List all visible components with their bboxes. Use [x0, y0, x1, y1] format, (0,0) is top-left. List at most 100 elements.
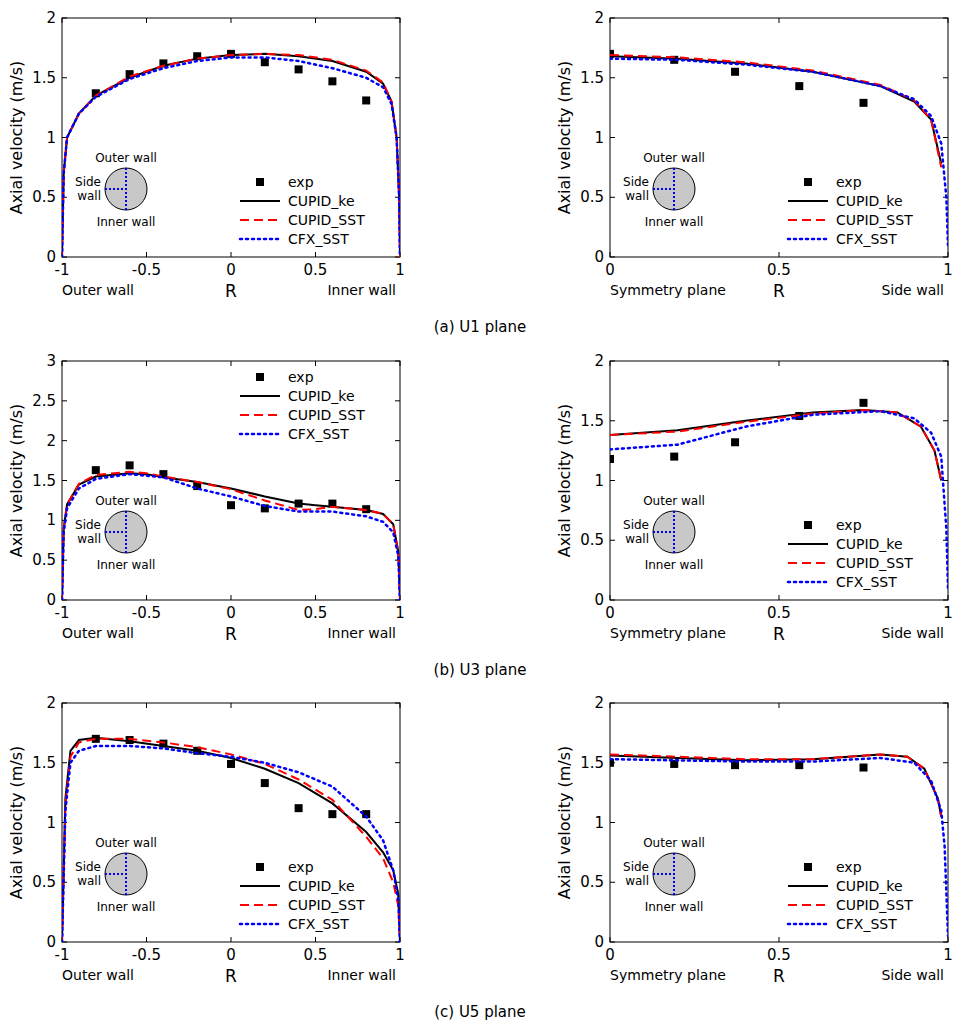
- exp-point: [328, 810, 336, 818]
- y-tick: [610, 420, 615, 421]
- legend-label: CUPID_ke: [288, 388, 355, 404]
- x-tick: [146, 18, 147, 23]
- y-tick: [610, 540, 615, 541]
- y-tick: [943, 762, 948, 763]
- legend-label: CFX_SST: [288, 426, 349, 442]
- legend-label: exp: [836, 859, 862, 875]
- y-axis-label: Axial velocity (m/s): [555, 746, 574, 900]
- y-tick-label: 1: [594, 472, 604, 490]
- y-tick-label: 2: [594, 352, 604, 370]
- y-tick-label: 0: [46, 591, 56, 609]
- legend-label: CUPID_SST: [836, 212, 913, 228]
- x-tick: [779, 252, 780, 257]
- y-tick: [610, 257, 615, 258]
- plot-data: [610, 399, 948, 588]
- x-tick-label: 0: [605, 604, 615, 622]
- x-tick: [948, 703, 949, 708]
- exp-point: [731, 438, 739, 446]
- legend-line: [788, 200, 828, 202]
- plot-frame: [610, 18, 948, 257]
- annotation: Inner wall: [327, 967, 396, 983]
- inset-label: Sidewall: [75, 860, 101, 888]
- plot-data: [610, 754, 948, 936]
- x-tick: [231, 937, 232, 942]
- x-tick-label: 0.5: [767, 604, 791, 622]
- y-tick: [943, 257, 948, 258]
- legend-line: [788, 904, 828, 906]
- inset: Outer wallSidewallInner wall: [623, 494, 705, 572]
- x-tick-label: -0.5: [132, 604, 161, 622]
- y-tick: [62, 703, 67, 704]
- inset: Outer wallSidewallInner wall: [623, 836, 705, 914]
- x-tick: [315, 252, 316, 257]
- x-tick-label: 1: [943, 946, 953, 964]
- inset-label: Inner wall: [97, 558, 156, 572]
- legend-label: CUPID_ke: [288, 878, 355, 894]
- plot-data: [62, 461, 400, 600]
- y-tick-label: 0: [594, 591, 604, 609]
- y-tick-label: 0: [594, 933, 604, 951]
- inset-line: [105, 873, 126, 875]
- x-tick: [610, 937, 611, 942]
- legend-label: CUPID_SST: [836, 897, 913, 913]
- legend-line: [788, 885, 828, 887]
- y-tick-label: 2: [46, 694, 56, 712]
- y-tick-label: 2: [46, 432, 56, 450]
- x-tick: [400, 18, 401, 23]
- legend-line: [788, 543, 828, 545]
- legend-marker: [804, 178, 812, 186]
- annotation: Inner wall: [327, 625, 396, 641]
- x-axis-label: R: [225, 624, 237, 644]
- annotation: Symmetry plane: [610, 282, 726, 298]
- x-tick-label: -0.5: [132, 261, 161, 279]
- x-tick: [610, 18, 611, 23]
- x-tick: [948, 252, 949, 257]
- x-tick: [231, 361, 232, 366]
- exp-point: [795, 82, 803, 90]
- plot-data: [62, 735, 400, 942]
- x-tick: [146, 252, 147, 257]
- series-line: [610, 59, 948, 245]
- figure: -1-0.500.5100.511.52Axial velocity (m/s)…: [0, 0, 979, 1025]
- x-tick: [610, 252, 611, 257]
- x-tick-label: 0: [605, 261, 615, 279]
- exp-point: [860, 399, 868, 407]
- plot-frame: [610, 703, 948, 942]
- x-axis-label: R: [773, 624, 785, 644]
- caption: (a) U1 plane: [434, 318, 527, 336]
- legend-line: [240, 433, 280, 436]
- y-tick-label: 0: [46, 248, 56, 266]
- y-tick-label: 3: [46, 352, 56, 370]
- x-tick: [779, 18, 780, 23]
- inset-label: Sidewall: [623, 860, 649, 888]
- caption: (c) U5 plane: [434, 1003, 526, 1021]
- legend-marker: [256, 863, 264, 871]
- y-tick-label: 0.5: [580, 873, 604, 891]
- series-line: [610, 758, 948, 936]
- series-line: [610, 56, 941, 164]
- x-tick: [779, 595, 780, 600]
- x-tick: [231, 703, 232, 708]
- y-tick: [943, 600, 948, 601]
- exp-point: [670, 453, 678, 461]
- annotation: Inner wall: [327, 282, 396, 298]
- x-tick: [610, 595, 611, 600]
- annotation: Symmetry plane: [610, 625, 726, 641]
- legend: expCUPID_keCUPID_SSTCFX_SST: [788, 517, 913, 590]
- exp-point: [295, 804, 303, 812]
- inset-circle: [653, 853, 695, 895]
- y-tick-label: 1.5: [580, 69, 604, 87]
- legend-label: exp: [288, 859, 314, 875]
- legend-label: CUPID_SST: [288, 212, 365, 228]
- y-tick-label: 1.5: [32, 472, 56, 490]
- y-tick: [62, 400, 67, 401]
- y-tick: [610, 361, 615, 362]
- panel: -1-0.500.5100.511.522.53Axial velocity (…: [7, 352, 526, 679]
- caption: (b) U3 plane: [434, 661, 527, 679]
- y-tick: [395, 361, 400, 362]
- y-tick-label: 0.5: [580, 188, 604, 206]
- plot-data: [610, 50, 948, 245]
- legend-line: [240, 885, 280, 887]
- inset-label: Outer wall: [643, 836, 705, 850]
- exp-point: [860, 764, 868, 772]
